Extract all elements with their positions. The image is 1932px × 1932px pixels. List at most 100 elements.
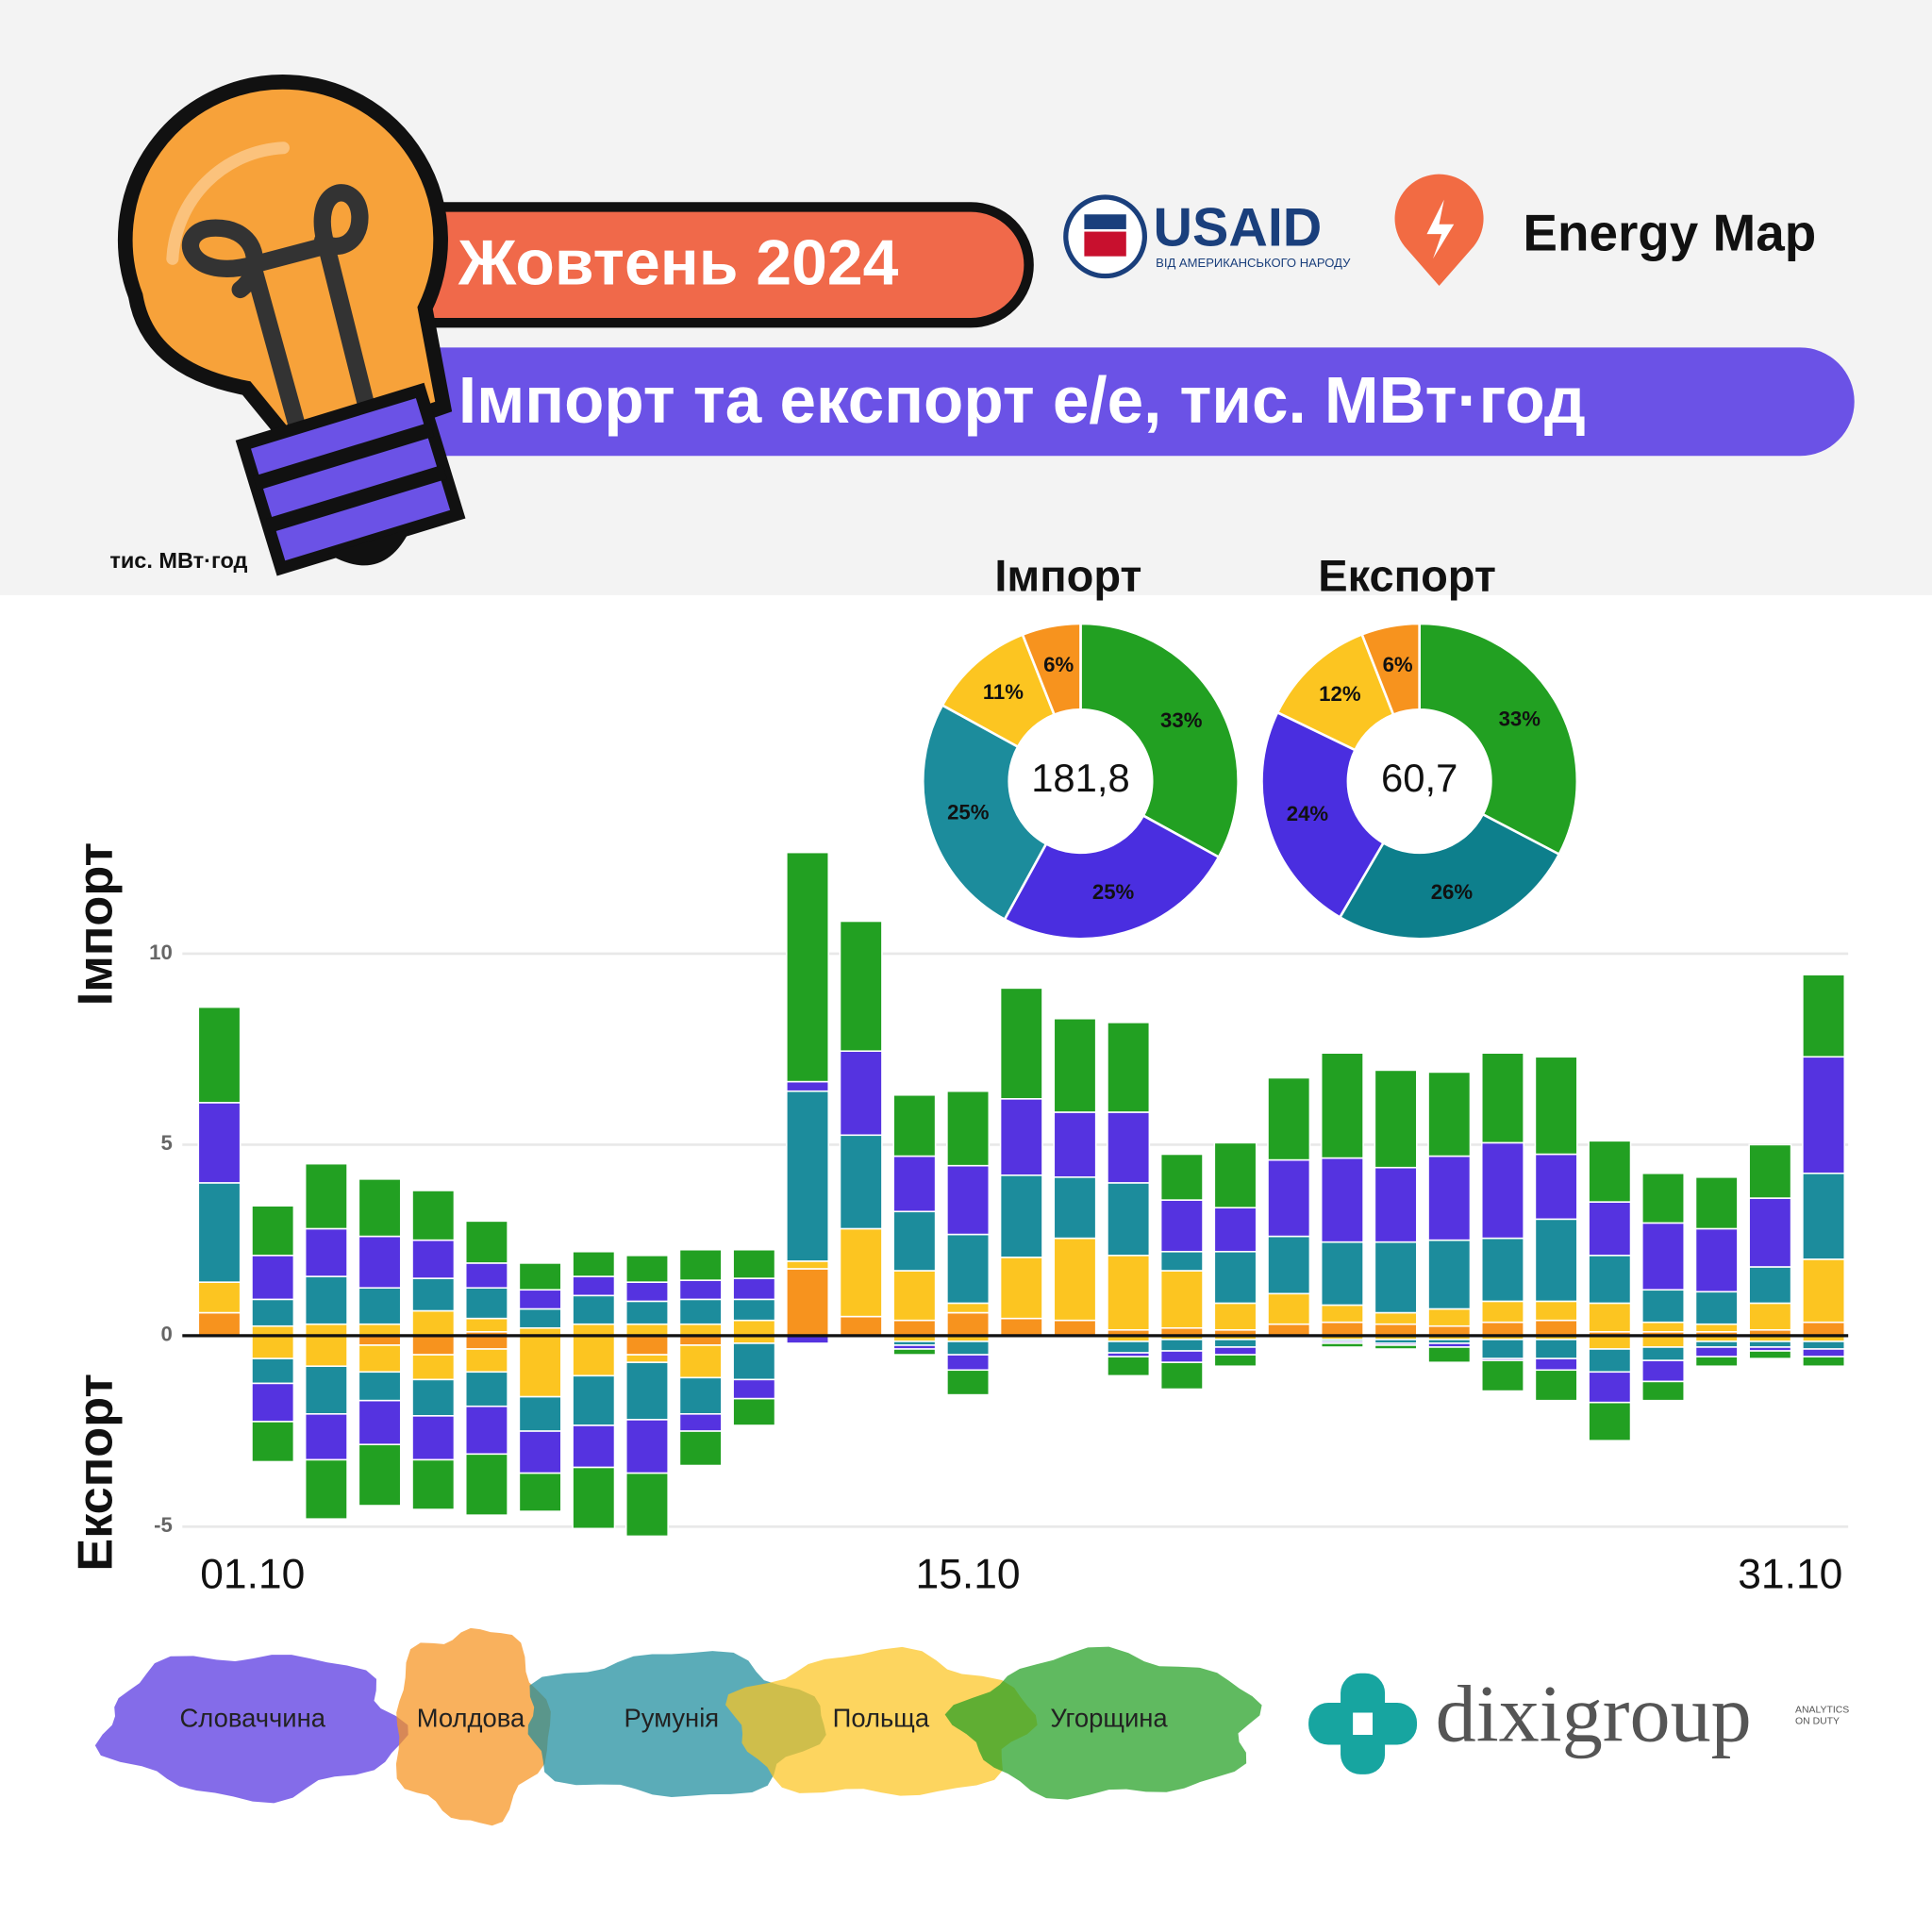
dixigroup-tagline: ON DUTY <box>1795 1716 1840 1726</box>
bar-segment-export <box>1694 1341 1739 1348</box>
bar-segment-export <box>1802 1341 1846 1350</box>
bar-segment-import <box>1534 1056 1578 1156</box>
bulb-stripe <box>253 422 435 491</box>
title-pill <box>369 347 1855 457</box>
bar-segment-import <box>1267 1076 1311 1161</box>
x-tick-label: 01.10 <box>200 1552 305 1598</box>
bar-segment-export <box>892 1348 937 1356</box>
bar-segment-import <box>732 1248 776 1279</box>
bar-segment-import <box>1427 1239 1472 1310</box>
bar-segment-import <box>1374 1241 1418 1314</box>
bar-segment-import <box>358 1178 402 1238</box>
legend-label: Угорщина <box>1050 1704 1168 1733</box>
bar-segment-export <box>518 1430 562 1474</box>
bar-segment-export <box>1641 1346 1685 1361</box>
bar-segment-import <box>304 1275 348 1325</box>
bar-segment-import <box>1480 1052 1524 1144</box>
bar-segment-export <box>625 1472 669 1538</box>
bar-segment-import <box>1802 974 1846 1058</box>
bar-segment-import <box>1107 1022 1151 1113</box>
donut-total: 181,8 <box>1031 756 1130 800</box>
bar-segment-import <box>1534 1218 1578 1303</box>
bar-segment-import <box>518 1307 562 1329</box>
bar-segment-import <box>1748 1197 1792 1268</box>
bar-segment-import <box>1534 1300 1578 1322</box>
bar-segment-export <box>1588 1335 1632 1350</box>
bar-segment-export <box>411 1335 456 1356</box>
bar-segment-export <box>1534 1339 1578 1359</box>
bar-segment-export <box>1480 1359 1524 1392</box>
y-tick-label: 0 <box>161 1323 173 1346</box>
donut-slice <box>1021 622 1082 717</box>
bar-segment-import <box>304 1323 348 1337</box>
bar-segment-export <box>625 1419 669 1474</box>
bar-segment-import <box>999 1098 1043 1176</box>
energy-map-logo: Energy Map <box>1394 174 1816 287</box>
bar-segment-import <box>251 1298 295 1327</box>
bar-segment-import <box>839 1050 883 1137</box>
bar-segment-import <box>999 1174 1043 1258</box>
bar-segment-import <box>1748 1143 1792 1199</box>
bar-segment-import <box>464 1287 508 1320</box>
bar-segment-export <box>464 1348 508 1374</box>
legend-label: Молдова <box>417 1704 525 1733</box>
bar-segment-import <box>1107 1182 1151 1257</box>
bar-segment-import <box>464 1220 508 1264</box>
bar-segment-import <box>892 1210 937 1272</box>
donut-slice <box>921 703 1048 922</box>
bar-segment-import <box>946 1090 991 1167</box>
bar-segment-import <box>572 1294 616 1325</box>
slice-label: 26% <box>1431 880 1474 904</box>
bar-segment-export <box>1534 1369 1578 1402</box>
bar-segment-import <box>892 1270 937 1322</box>
bar-segment-import <box>892 1155 937 1213</box>
bar-segment-import <box>572 1323 616 1337</box>
bar-segment-import <box>786 1090 830 1262</box>
bar-segment-export <box>572 1335 616 1377</box>
bar-segment-import <box>304 1162 348 1230</box>
bar-segment-import <box>946 1302 991 1314</box>
bar-segment-export <box>411 1415 456 1461</box>
bar-segment-import <box>1694 1227 1739 1293</box>
bar-segment-export <box>358 1371 402 1402</box>
x-tick-label: 31.10 <box>1738 1552 1842 1598</box>
bulb-highlight <box>166 142 290 265</box>
bar-segment-export <box>1534 1357 1578 1372</box>
usaid-wordmark: USAID <box>1154 198 1323 258</box>
bar-segment-export <box>411 1354 456 1381</box>
bar-segment-export <box>1213 1354 1257 1368</box>
donut-slice <box>1260 710 1386 920</box>
bar-segment-import <box>1480 1300 1524 1324</box>
bar-segment-import <box>1320 1052 1364 1159</box>
bar-segment-import <box>1107 1111 1151 1184</box>
bar-segment-import <box>1641 1172 1685 1224</box>
bar-segment-import <box>197 1311 242 1337</box>
bar-segment-import <box>1480 1321 1524 1337</box>
bar-segment-import <box>358 1235 402 1290</box>
bulb-filament <box>181 184 378 453</box>
legend-label: Польща <box>833 1704 930 1733</box>
bar-segment-import <box>1534 1319 1578 1337</box>
bar-segment-import <box>839 920 883 1052</box>
dixigroup-wordmark: dixigroup <box>1436 1669 1752 1759</box>
bar-segment-import <box>625 1255 669 1283</box>
slice-label: 12% <box>1319 682 1361 706</box>
bar-segment-import <box>411 1309 456 1337</box>
bar-segment-export <box>1480 1339 1524 1359</box>
bar-segment-import <box>839 1227 883 1318</box>
energy-map-bolt <box>1426 199 1455 259</box>
dixi-icon-hole <box>1353 1712 1374 1736</box>
bar-segment-import <box>946 1233 991 1305</box>
bar-segment-import <box>411 1239 456 1279</box>
legend: Словаччина Молдова Румунія Польща Угорщина <box>94 1627 1262 1826</box>
bar-plot: -5 0 5 10 01.10 15.10 31.10 <box>149 851 1849 1598</box>
bar-segment-import <box>1374 1069 1418 1169</box>
bar-segment-import <box>197 1182 242 1283</box>
bar-segment-import <box>732 1277 776 1301</box>
bar-segment-export <box>1588 1348 1632 1374</box>
legend-swatch <box>395 1627 551 1826</box>
bar-segment-import <box>732 1319 776 1337</box>
y-tick-label: 10 <box>149 941 173 964</box>
bar-segment-import <box>1694 1176 1739 1230</box>
bar-segment-export <box>518 1472 562 1512</box>
